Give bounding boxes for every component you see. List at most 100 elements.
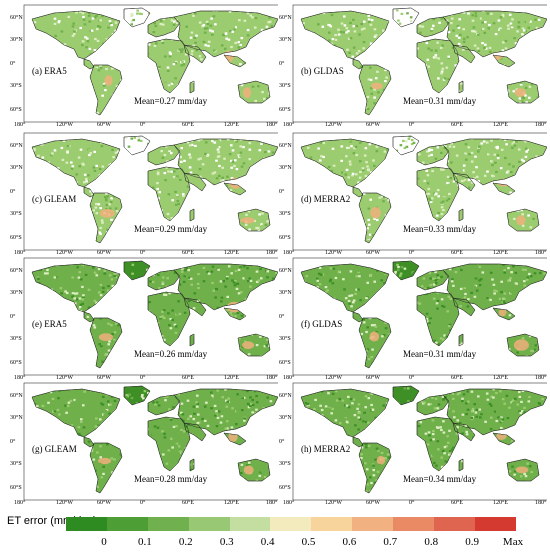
latitude-label: 30°N [279, 37, 292, 43]
colorbar-swatch [311, 517, 353, 531]
latitude-label: 30°S [10, 461, 22, 467]
longitude-label: 180° [266, 500, 278, 506]
longitude-label: 120°E [224, 500, 240, 506]
longitude-label: 60°E [182, 500, 195, 506]
map-panel: 60°N 30°N 0° 30°S 60°S 180° 120°W 60°W 0° 60°E 120… [279, 256, 547, 382]
colorbar-swatch [188, 517, 230, 531]
colorbar-swatch [106, 517, 148, 531]
latitude-label: 60°S [279, 360, 291, 366]
longitude-label: 60°E [451, 122, 464, 128]
longitude-label: 180° [535, 250, 547, 256]
latitude-label: 60°S [279, 107, 291, 113]
longitude-label: 180° [535, 500, 547, 506]
longitude-label: 180° [266, 122, 278, 128]
latitude-label: 30°S [10, 83, 22, 89]
panel-tag: (b) GLDAS [301, 66, 344, 76]
panel-tag: (c) GLEAM [32, 194, 77, 204]
latitude-label: 30°S [279, 336, 291, 342]
latitude-label: 30°N [10, 37, 23, 43]
longitude-label: 60°W [366, 250, 381, 256]
panel-tag: (a) ERA5 [32, 66, 67, 76]
latitude-label: 60°N [279, 15, 292, 21]
latitude-label: 30°S [279, 83, 291, 89]
colorbar-tick: 0.7 [383, 536, 398, 548]
longitude-label: 0° [140, 375, 146, 381]
map-panel: 60°N 30°N 0° 30°S 60°S 180° 120°W 60°W 0° 60°E 120… [10, 3, 278, 129]
longitude-label: 60°W [366, 500, 381, 506]
latitude-label: 30°N [10, 165, 23, 171]
longitude-label: 60°E [182, 375, 195, 381]
longitude-label: 180° [14, 250, 26, 256]
latitude-label: 0° [279, 314, 285, 320]
longitude-label: 0° [409, 375, 415, 381]
colorbar-tick: 0.8 [424, 536, 439, 548]
latitude-label: 60°N [10, 15, 23, 21]
longitude-label: 120°E [493, 122, 509, 128]
panel-mean: Mean=0.31 mm/day [403, 349, 477, 359]
world-map [292, 382, 547, 501]
longitude-label: 180° [535, 122, 547, 128]
panel-mean: Mean=0.26 mm/day [134, 349, 208, 359]
latitude-label: 30°N [279, 290, 292, 296]
longitude-label: 60°E [451, 375, 464, 381]
latitude-label: 60°N [279, 143, 292, 149]
colorbar-swatch [147, 517, 189, 531]
latitude-label: 60°N [279, 393, 292, 399]
map-panel: 60°N 30°N 0° 30°S 60°S 180° 120°W 60°W 0° 60°E 120… [279, 131, 547, 257]
latitude-label: 60°S [279, 235, 291, 241]
panel-tag: (h) MERRA2 [301, 444, 351, 454]
longitude-label: 120°W [325, 122, 343, 128]
longitude-label: 180° [283, 500, 295, 506]
latitude-label: 60°S [10, 235, 22, 241]
longitude-label: 120°W [56, 500, 74, 506]
latitude-label: 30°N [10, 415, 23, 421]
panel-mean: Mean=0.34 mm/day [403, 474, 477, 484]
longitude-label: 60°W [97, 250, 112, 256]
latitude-label: 30°S [279, 461, 291, 467]
panel-mean: Mean=0.28 mm/day [134, 474, 208, 484]
longitude-label: 60°E [451, 250, 464, 256]
colorbar-tick: Max [502, 536, 524, 548]
map-panel: 60°N 30°N 0° 30°S 60°S 180° 120°W 60°W 0° 60°E 120… [10, 381, 278, 507]
map-panel: 60°N 30°N 0° 30°S 60°S 180° 120°W 60°W 0° 60°E 120… [279, 3, 547, 129]
longitude-label: 0° [409, 500, 415, 506]
world-map [23, 257, 278, 376]
longitude-label: 180° [14, 122, 26, 128]
longitude-label: 0° [140, 500, 146, 506]
longitude-label: 180° [266, 250, 278, 256]
colorbar-swatch [229, 517, 271, 531]
longitude-label: 180° [535, 375, 547, 381]
latitude-label: 0° [279, 61, 285, 67]
latitude-label: 0° [10, 61, 16, 67]
latitude-label: 0° [10, 439, 16, 445]
world-map [292, 132, 547, 251]
longitude-label: 120°W [325, 500, 343, 506]
latitude-label: 60°S [10, 107, 22, 113]
panel-tag: (e) ERA5 [32, 319, 67, 329]
latitude-label: 60°S [279, 485, 291, 491]
longitude-label: 60°W [97, 122, 112, 128]
latitude-label: 0° [10, 314, 16, 320]
latitude-label: 30°S [10, 336, 22, 342]
panel-tag: (g) GLEAM [32, 444, 77, 454]
longitude-label: 120°E [224, 375, 240, 381]
map-panel: 60°N 30°N 0° 30°S 60°S 180° 120°W 60°W 0° 60°E 120… [279, 381, 547, 507]
latitude-label: 30°S [10, 211, 22, 217]
latitude-label: 30°N [279, 165, 292, 171]
colorbar-tick: 0.4 [260, 536, 275, 548]
world-map [23, 132, 278, 251]
colorbar-swatch [270, 517, 312, 531]
longitude-label: 180° [283, 122, 295, 128]
colorbar-tick: 0 [101, 536, 107, 548]
colorbar-swatch [474, 517, 516, 531]
world-map [23, 382, 278, 501]
longitude-label: 60°W [366, 375, 381, 381]
colorbar-tick: 0.3 [219, 536, 234, 548]
latitude-label: 60°N [10, 268, 23, 274]
panel-mean: Mean=0.33 mm/day [403, 224, 477, 234]
longitude-label: 60°E [182, 250, 195, 256]
world-map [292, 257, 547, 376]
colorbar-swatch [393, 517, 435, 531]
map-panel: 60°N 30°N 0° 30°S 60°S 180° 120°W 60°W 0° 60°E 120… [10, 256, 278, 382]
longitude-label: 180° [14, 500, 26, 506]
